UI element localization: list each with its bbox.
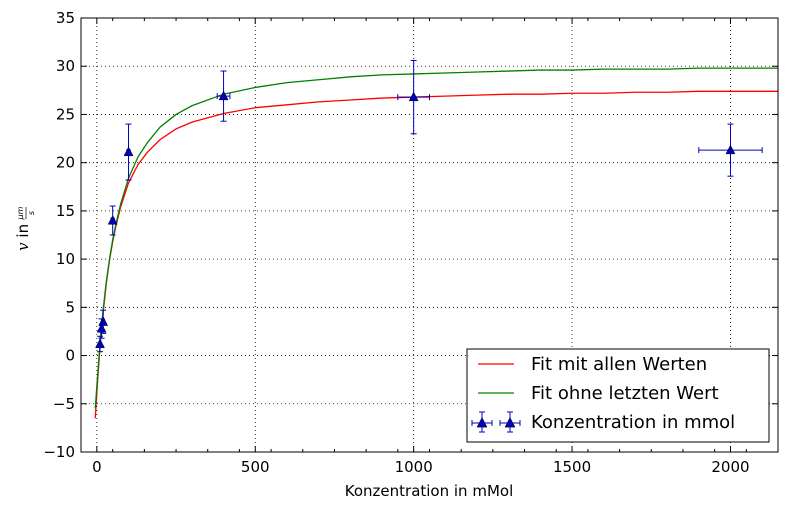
y-tick-label: −10 [43, 443, 75, 461]
triangle-marker [123, 146, 134, 157]
legend-frame [466, 348, 770, 443]
y-tick-label: 0 [65, 347, 75, 365]
data-point [98, 309, 109, 334]
triangle-marker [96, 323, 107, 333]
y-tick-label: 5 [65, 298, 75, 316]
x-tick-label: 1000 [395, 458, 433, 476]
data-point [216, 70, 231, 122]
y-tick-label: 30 [56, 57, 75, 75]
legend-label-fit-without-last: Fit ohne letzten Wert [531, 383, 719, 404]
triangle-marker [725, 144, 736, 155]
data-point [397, 59, 430, 135]
triangle-marker [95, 338, 105, 348]
data-point [123, 123, 134, 181]
data-point [698, 123, 763, 177]
y-tick-label: 20 [56, 154, 75, 172]
x-tick-label: 500 [241, 458, 270, 476]
y-axis-label-denominator: s [27, 211, 36, 215]
triangle-marker [408, 91, 419, 102]
legend-swatch-data-points [471, 411, 521, 433]
legend: Fit mit allen Werten Fit ohne letzten We… [466, 348, 770, 443]
y-tick-label: 15 [56, 202, 75, 220]
y-tick-label: −5 [53, 395, 75, 413]
y-axis-label: v in μm s [14, 206, 36, 250]
triangle-marker [218, 90, 229, 101]
y-axis-label-numerator: μm [16, 206, 25, 220]
series-layer [94, 59, 778, 419]
triangle-marker [98, 316, 109, 326]
triangle-marker [107, 214, 118, 225]
legend-label-fit-all: Fit mit allen Werten [531, 354, 707, 375]
y-axis-label-var: v [14, 242, 32, 251]
x-tick-label: 0 [92, 458, 102, 476]
x-tick-label: 2000 [711, 458, 749, 476]
svg-text:v in: v in [14, 219, 32, 251]
ticks: 0 500 1000 1500 2000 −10 −5 0 5 10 15 20 25 30 35 [43, 9, 779, 476]
x-tick-label: 1500 [553, 458, 591, 476]
legend-label-data-points: Konzentration in mmol [531, 412, 735, 433]
y-tick-label: 10 [56, 250, 75, 268]
data-point [95, 335, 105, 353]
legend-triangle-marker [504, 416, 516, 428]
x-axis-label: Konzentration in mMol [345, 482, 513, 500]
y-axis-label-mid: in [14, 219, 32, 242]
y-tick-label: 35 [56, 9, 75, 27]
data-point [107, 205, 118, 236]
y-tick-label: 25 [56, 105, 75, 123]
legend-triangle-marker [476, 416, 488, 428]
